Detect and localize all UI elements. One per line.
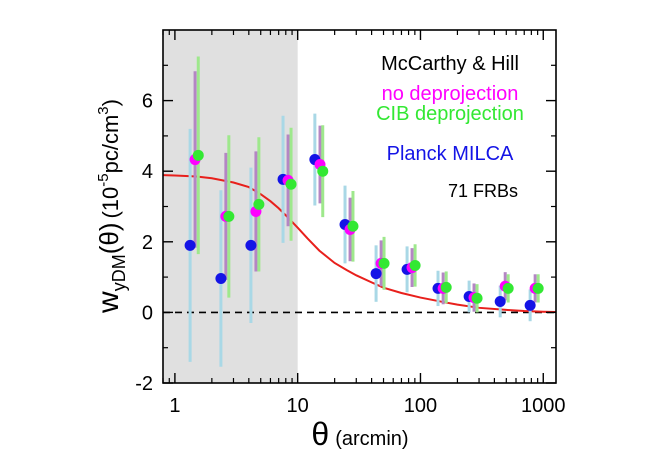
- data-point: [524, 299, 536, 311]
- data-point: [253, 198, 265, 210]
- y-tick-label: 4: [142, 161, 153, 183]
- legend-label: Planck MILCA: [387, 143, 514, 165]
- y-label-part: pc/cm: [98, 115, 123, 174]
- data-point: [285, 178, 297, 190]
- y-label-part: ): [98, 99, 123, 106]
- data-point: [440, 281, 452, 293]
- x-tick-label: 1000: [521, 395, 566, 417]
- y-label-part: 3: [95, 106, 112, 114]
- model-curve: [162, 174, 557, 314]
- y-tick-label: 2: [142, 232, 153, 254]
- data-point: [409, 259, 421, 271]
- data-point: [494, 295, 506, 307]
- data-point: [502, 282, 514, 294]
- y-label-part: w: [92, 291, 125, 314]
- data-point: [215, 273, 227, 285]
- legend-label: no deprojection: [382, 83, 519, 105]
- y-tick-label: 0: [142, 302, 153, 324]
- data-point: [184, 239, 196, 251]
- x-label-symbol: θ: [311, 416, 329, 452]
- data-point: [378, 257, 390, 269]
- x-axis-label: θ (arcmin): [311, 416, 408, 452]
- x-tick-label: 1: [169, 395, 180, 417]
- y-axis-label: wyDM(θ) (10-5pc/cm3): [92, 99, 129, 314]
- annotation: McCarthy & Hill: [381, 53, 519, 75]
- data-point: [370, 268, 382, 280]
- y-label-part: (10: [98, 187, 123, 219]
- data-point: [347, 220, 359, 232]
- data-point: [471, 292, 483, 304]
- annotation: 71 FRBs: [448, 181, 518, 201]
- y-label-part: yDM: [109, 254, 129, 291]
- legend-label: CIB deprojection: [376, 103, 524, 125]
- data-point: [192, 149, 204, 161]
- x-tick-label: 100: [404, 395, 437, 417]
- y-tick-label: 6: [142, 91, 153, 113]
- y-tick-label: -2: [135, 373, 153, 395]
- x-tick-label: 10: [287, 395, 309, 417]
- data-point: [245, 239, 257, 251]
- data-point: [223, 210, 235, 222]
- y-label-part: -5: [95, 173, 112, 186]
- x-label-units: (arcmin): [335, 428, 408, 450]
- data-point: [317, 165, 329, 177]
- y-label-part: (θ): [94, 223, 124, 255]
- data-point: [532, 282, 544, 294]
